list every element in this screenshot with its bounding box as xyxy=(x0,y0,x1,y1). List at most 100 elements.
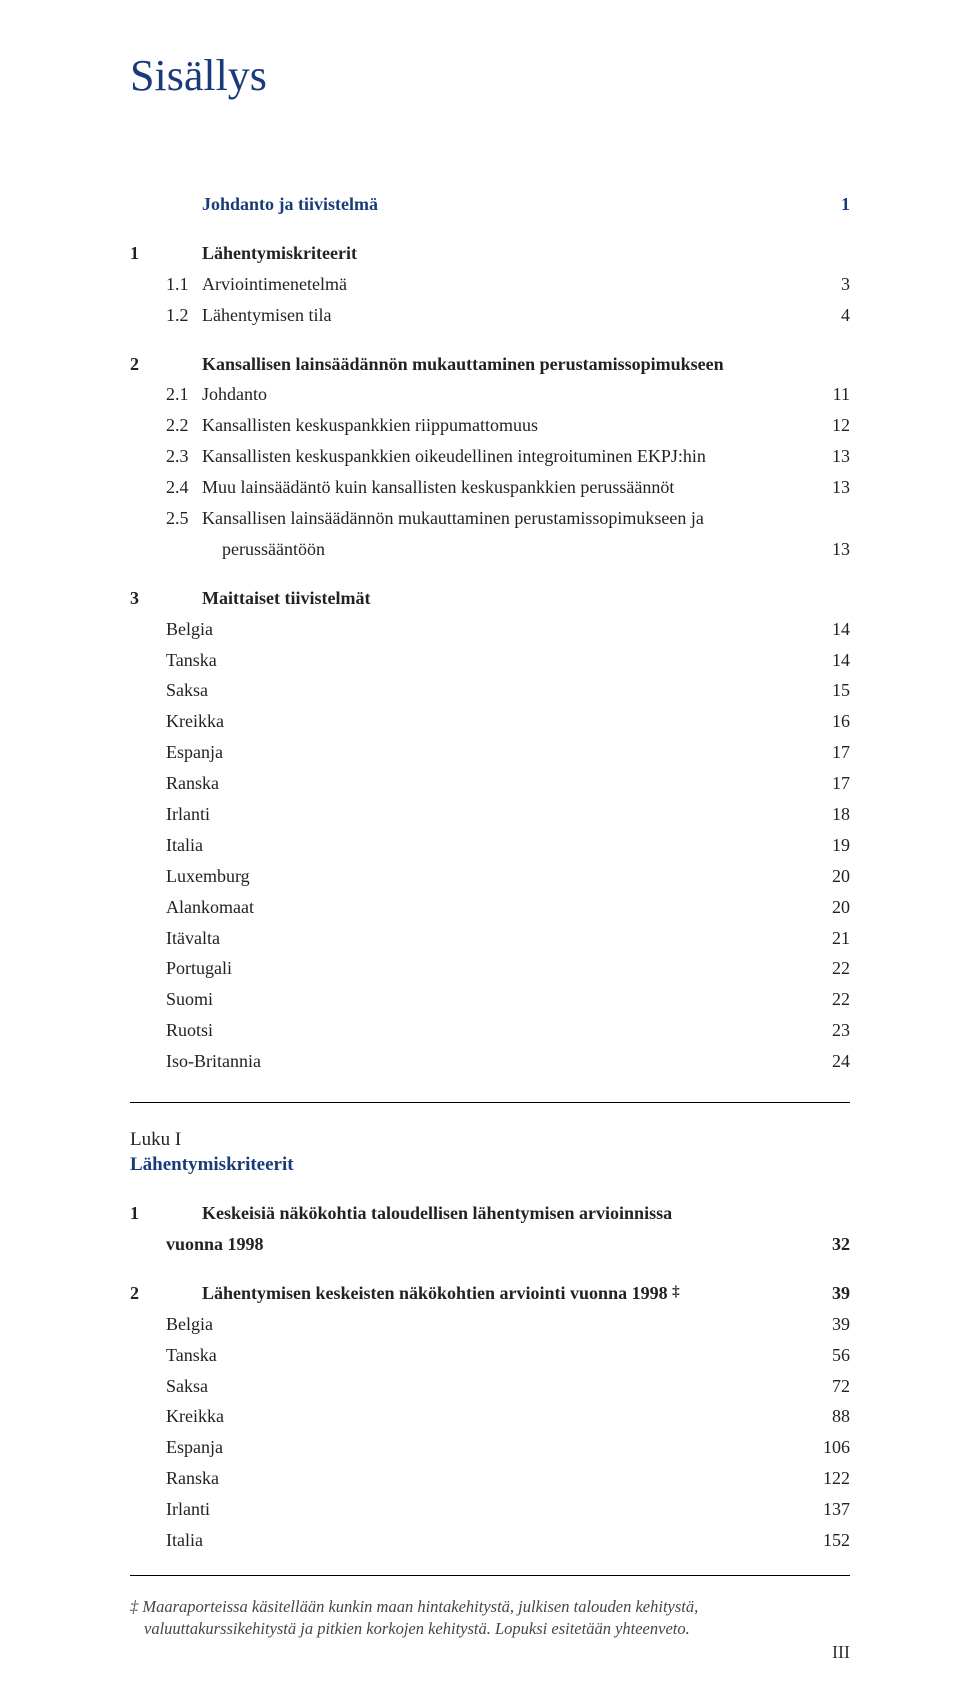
toc-subnum: 2.3 xyxy=(166,443,202,471)
toc-row: Kreikka88 xyxy=(130,1403,850,1431)
toc-num: 1 xyxy=(130,1200,166,1228)
footnote: ‡ Maaraporteissa käsitellään kunkin maan… xyxy=(130,1596,850,1641)
page-number: III xyxy=(832,1642,850,1663)
toc-row: 1 Lähentymiskriteerit xyxy=(130,240,850,268)
toc-page: 22 xyxy=(800,986,850,1014)
toc-label: Belgia xyxy=(166,1311,800,1339)
toc-label: perussääntöön xyxy=(202,536,800,564)
toc-page: 14 xyxy=(800,616,850,644)
toc-page: 17 xyxy=(800,739,850,767)
toc-label: Kansallisten keskuspankkien riippumattom… xyxy=(202,412,800,440)
chapter-label: Luku I xyxy=(130,1129,850,1151)
toc-label: Luxemburg xyxy=(166,863,800,891)
toc-page: 152 xyxy=(800,1527,850,1555)
toc-page: 56 xyxy=(800,1342,850,1370)
toc-page: 4 xyxy=(800,302,850,330)
toc-row: Tanska56 xyxy=(130,1342,850,1370)
toc-label: Arviointimenetelmä xyxy=(202,271,800,299)
toc-label: Maittaiset tiivistelmät xyxy=(202,585,800,613)
toc-label: Keskeisiä näkökohtia taloudellisen lähen… xyxy=(202,1200,800,1228)
page-title: Sisällys xyxy=(130,50,850,101)
toc-label: Kansallisen lainsäädännön mukauttaminen … xyxy=(202,351,800,379)
divider xyxy=(130,1102,850,1103)
dagger-icon: ‡ xyxy=(672,1284,680,1300)
toc-row: Johdanto ja tiivistelmä1 xyxy=(130,191,850,219)
toc-label: Kreikka xyxy=(166,708,800,736)
toc-num: 2 xyxy=(130,1280,166,1308)
toc-section-2: 1 Keskeisiä näkökohtia taloudellisen lähe… xyxy=(130,1200,850,1555)
toc-num: 1 xyxy=(130,240,166,268)
toc-label: Saksa xyxy=(166,677,800,705)
toc-label: Saksa xyxy=(166,1373,800,1401)
divider xyxy=(130,1575,850,1576)
toc-label: Ranska xyxy=(166,1465,800,1493)
toc-row: Alankomaat20 xyxy=(130,894,850,922)
toc-row: Iso-Britannia24 xyxy=(130,1048,850,1076)
toc-row-continuation: perussääntöön13 xyxy=(130,536,850,564)
toc-label: Espanja xyxy=(166,739,800,767)
toc-row: 2.4Muu lainsäädäntö kuin kansallisten ke… xyxy=(130,474,850,502)
toc-page: 23 xyxy=(800,1017,850,1045)
toc-page: 22 xyxy=(800,955,850,983)
toc-page: 18 xyxy=(800,801,850,829)
toc-page: 11 xyxy=(800,381,850,409)
toc-label: Johdanto xyxy=(202,381,800,409)
toc-page: 17 xyxy=(800,770,850,798)
gap xyxy=(130,333,850,351)
toc-label: Lähentymisen tila xyxy=(202,302,800,330)
toc-subnum: 2.2 xyxy=(166,412,202,440)
toc-label: Lähentymisen keskeisten näkökohtien arvi… xyxy=(202,1280,800,1308)
toc-label: Tanska xyxy=(166,647,800,675)
toc-row: Tanska14 xyxy=(130,647,850,675)
toc-row: 3Maittaiset tiivistelmät xyxy=(130,585,850,613)
footnote-marker: ‡ xyxy=(130,1597,138,1616)
toc-page: 32 xyxy=(800,1231,850,1259)
toc-page: 13 xyxy=(800,536,850,564)
toc-page: 88 xyxy=(800,1403,850,1431)
toc-label: Espanja xyxy=(166,1434,800,1462)
toc-page: 21 xyxy=(800,925,850,953)
toc-label: Kansallisen lainsäädännön mukauttaminen … xyxy=(202,505,800,533)
toc-row: 2.5Kansallisen lainsäädännön mukauttamin… xyxy=(130,505,850,533)
toc-page: 20 xyxy=(800,863,850,891)
toc-row: 2.3Kansallisten keskuspankkien oikeudell… xyxy=(130,443,850,471)
toc-label: vuonna 1998 xyxy=(166,1231,800,1259)
toc-row: 1.1Arviointimenetelmä3 xyxy=(130,271,850,299)
gap xyxy=(130,222,850,240)
toc-num: 2 xyxy=(130,351,166,379)
toc-label: Johdanto ja tiivistelmä xyxy=(202,191,800,219)
toc-label: Iso-Britannia xyxy=(166,1048,800,1076)
toc-row: Saksa72 xyxy=(130,1373,850,1401)
toc-label: Ruotsi xyxy=(166,1017,800,1045)
footnote-text: Maaraporteissa käsitellään kunkin maan h… xyxy=(142,1597,698,1638)
toc-label: Irlanti xyxy=(166,801,800,829)
toc-row: Irlanti137 xyxy=(130,1496,850,1524)
toc-row: 2 Kansallisen lainsäädännön mukauttaminen… xyxy=(130,351,850,379)
toc-subnum: 2.4 xyxy=(166,474,202,502)
gap xyxy=(130,567,850,585)
toc-label: Kreikka xyxy=(166,1403,800,1431)
toc-row: Suomi22 xyxy=(130,986,850,1014)
chapter-title: Lähentymiskriteerit xyxy=(130,1154,850,1176)
toc-page: 13 xyxy=(800,474,850,502)
toc-label: Tanska xyxy=(166,1342,800,1370)
toc-subnum: 2.1 xyxy=(166,381,202,409)
toc-page: 19 xyxy=(800,832,850,860)
toc-page: 3 xyxy=(800,271,850,299)
toc-row: Ranska122 xyxy=(130,1465,850,1493)
toc-row: Ranska17 xyxy=(130,770,850,798)
toc-label: Irlanti xyxy=(166,1496,800,1524)
toc-page: 39 xyxy=(800,1311,850,1339)
toc-page: 14 xyxy=(800,647,850,675)
toc-row: Saksa15 xyxy=(130,677,850,705)
toc-row: Espanja17 xyxy=(130,739,850,767)
toc-row: Kreikka16 xyxy=(130,708,850,736)
toc-row: Luxemburg20 xyxy=(130,863,850,891)
toc-label: Alankomaat xyxy=(166,894,800,922)
toc-label: Italia xyxy=(166,1527,800,1555)
toc-section-1: Johdanto ja tiivistelmä11Lähentymiskrite… xyxy=(130,191,850,1076)
toc-subnum: 2.5 xyxy=(166,505,202,533)
toc-row: Belgia39 xyxy=(130,1311,850,1339)
toc-label: Lähentymiskriteerit xyxy=(202,240,800,268)
toc-row: Italia152 xyxy=(130,1527,850,1555)
